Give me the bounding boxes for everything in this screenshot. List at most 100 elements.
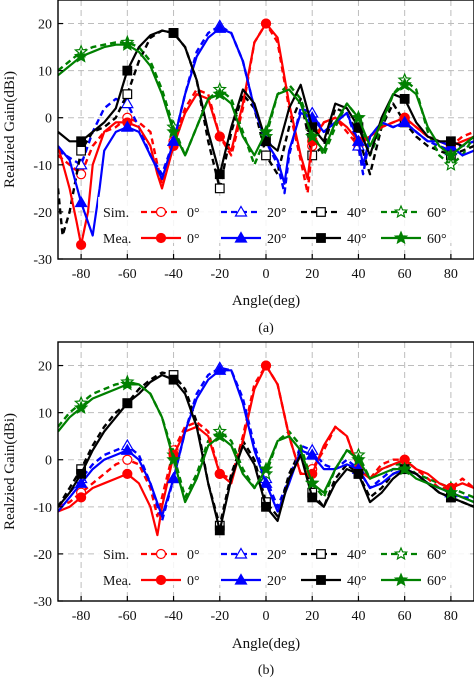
legend-row-label: Sim. xyxy=(103,548,129,563)
x-tick-label: 20 xyxy=(305,609,319,624)
y-tick-label: -30 xyxy=(33,595,52,610)
data-point xyxy=(259,476,273,488)
data-point xyxy=(261,501,271,512)
data-point xyxy=(76,145,87,156)
y-tick-label: -20 xyxy=(33,548,52,563)
legend-entry-label: 0° xyxy=(187,548,200,563)
data-point xyxy=(76,492,87,503)
y-tick-label: 10 xyxy=(38,65,52,80)
data-point xyxy=(214,468,225,479)
series-line-mea-5 xyxy=(58,27,474,237)
data-point xyxy=(260,18,272,29)
chart-panel-b: -80 -60 -40 -20 0 20 40 60 80 -30 -20 -10 0 10 20 Angle… xyxy=(2,341,474,678)
legend-marker xyxy=(155,574,167,586)
data-point xyxy=(76,239,87,250)
data-point xyxy=(443,157,459,171)
legend-marker xyxy=(393,230,409,245)
data-point xyxy=(214,131,225,142)
x-tick-label: 80 xyxy=(444,609,458,624)
data-point xyxy=(168,28,179,38)
legend-marker xyxy=(234,547,248,559)
data-point xyxy=(351,110,366,124)
x-tick-label: 0 xyxy=(263,267,270,282)
legend-entry-label: 20° xyxy=(267,574,287,589)
legend-entry-label: 40° xyxy=(347,574,367,589)
series-group xyxy=(58,360,474,537)
data-point xyxy=(167,471,181,484)
data-point xyxy=(74,476,88,488)
data-point xyxy=(258,124,274,138)
data-point xyxy=(398,115,412,128)
x-tick-label: 40 xyxy=(351,267,365,282)
x-tick-label: 20 xyxy=(305,267,319,282)
data-point xyxy=(305,448,319,460)
data-point xyxy=(122,65,133,76)
y-axis-label: Realzied Gain(dBi) xyxy=(2,71,18,188)
y-axis-label: Realzied Gain(dBi) xyxy=(2,413,18,530)
legend-marker xyxy=(155,206,167,218)
data-point xyxy=(214,183,225,194)
data-point xyxy=(214,169,225,180)
series-group xyxy=(58,18,474,250)
legend-entry-label: 60° xyxy=(427,232,447,247)
x-tick-label: -40 xyxy=(164,267,183,282)
legend-entry-label: 40° xyxy=(347,232,367,247)
legend-marker xyxy=(316,233,326,243)
legend-entry-label: 40° xyxy=(347,206,367,221)
data-point xyxy=(76,136,87,147)
legend-row-label: Sim. xyxy=(103,206,129,221)
legend-entry-label: 0° xyxy=(187,574,200,589)
data-point xyxy=(167,134,181,146)
y-tick-label: -20 xyxy=(33,206,52,221)
y-tick-label: -10 xyxy=(33,501,52,516)
data-point xyxy=(122,468,133,479)
legend-entry-label: 20° xyxy=(267,232,287,247)
legend-marker xyxy=(234,205,248,217)
y-tick-label: -10 xyxy=(33,159,52,174)
data-point xyxy=(122,89,133,100)
x-tick-label: -60 xyxy=(118,609,137,624)
data-point xyxy=(166,452,181,466)
y-tick-label: 0 xyxy=(45,112,52,127)
legend-entry-label: 60° xyxy=(427,206,447,221)
data-point xyxy=(397,77,412,91)
data-point xyxy=(120,376,135,391)
data-point xyxy=(258,461,274,476)
panel-caption: (b) xyxy=(258,663,275,678)
data-point xyxy=(305,128,320,143)
panel-caption: (a) xyxy=(258,321,274,336)
data-point xyxy=(122,454,133,465)
legend-entry-label: 0° xyxy=(187,232,200,247)
legend: Sim. 0° 20° 40° 60° Mea. 0° 20° 40° 60° xyxy=(98,197,470,247)
y-tick-label: 20 xyxy=(38,360,52,375)
x-tick-label: 80 xyxy=(444,267,458,282)
data-point xyxy=(122,398,133,409)
x-tick-label: 40 xyxy=(351,609,365,624)
data-point xyxy=(120,37,135,51)
legend-row-label: Mea. xyxy=(103,574,131,589)
series-line-mea-4 xyxy=(58,22,474,246)
legend-marker xyxy=(234,573,248,585)
legend-entry-label: 20° xyxy=(267,206,287,221)
y-tick-label: -30 xyxy=(33,253,52,268)
data-point xyxy=(351,134,365,146)
legend-entry-label: 40° xyxy=(347,548,367,563)
data-point xyxy=(260,360,272,371)
data-point xyxy=(213,363,227,375)
legend-entry-label: 60° xyxy=(427,574,447,589)
data-point xyxy=(213,21,227,33)
legend-entry-label: 0° xyxy=(187,206,200,221)
data-point xyxy=(399,93,410,104)
legend-marker xyxy=(234,231,248,243)
data-point xyxy=(74,195,88,208)
x-tick-label: 60 xyxy=(398,267,412,282)
data-point xyxy=(351,452,366,466)
data-point xyxy=(445,136,456,147)
x-tick-label: -80 xyxy=(72,267,91,282)
legend-marker xyxy=(393,546,409,561)
x-tick-label: -20 xyxy=(210,267,229,282)
data-point xyxy=(212,86,227,101)
data-point xyxy=(261,150,271,161)
y-tick-label: 20 xyxy=(38,18,52,33)
